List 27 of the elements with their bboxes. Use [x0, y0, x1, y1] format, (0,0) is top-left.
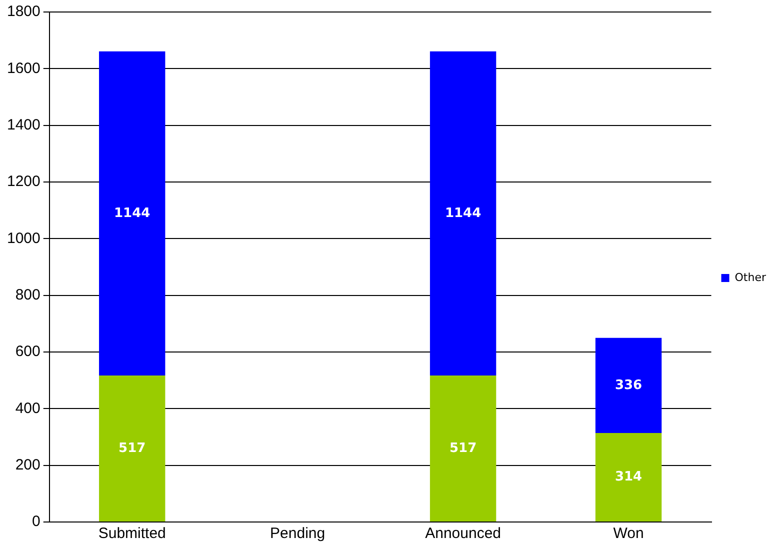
data-label: 1144	[444, 206, 482, 221]
y-tick-label: 1600	[6, 60, 40, 77]
data-label: 314	[614, 470, 642, 485]
bar	[430, 51, 496, 376]
y-tick-label: 600	[15, 343, 40, 360]
x-tick-label: Submitted	[98, 525, 166, 542]
bar	[99, 51, 166, 376]
x-tick-label: Won	[613, 525, 644, 542]
data-label: 517	[449, 440, 477, 456]
data-label: 1144	[114, 206, 150, 221]
data-label: 336	[614, 378, 642, 393]
bar	[595, 433, 662, 522]
data-label: 517	[118, 440, 146, 456]
bar	[430, 376, 496, 522]
x-tick-label: Announced	[425, 525, 502, 542]
y-tick-label: 200	[15, 456, 40, 474]
y-tick-label: 0	[32, 513, 40, 530]
x-tick-label: Pending	[270, 525, 326, 542]
y-tick-label: 1200	[6, 173, 40, 190]
legend-label: Other	[734, 270, 766, 284]
y-tick-label: 1400	[6, 116, 40, 134]
bar	[595, 338, 662, 434]
bar	[99, 376, 166, 522]
y-tick-label: 800	[15, 286, 40, 304]
y-tick-label: 1800	[6, 3, 40, 20]
y-tick-label: 400	[15, 400, 40, 417]
y-tick-label: 1000	[6, 230, 40, 247]
